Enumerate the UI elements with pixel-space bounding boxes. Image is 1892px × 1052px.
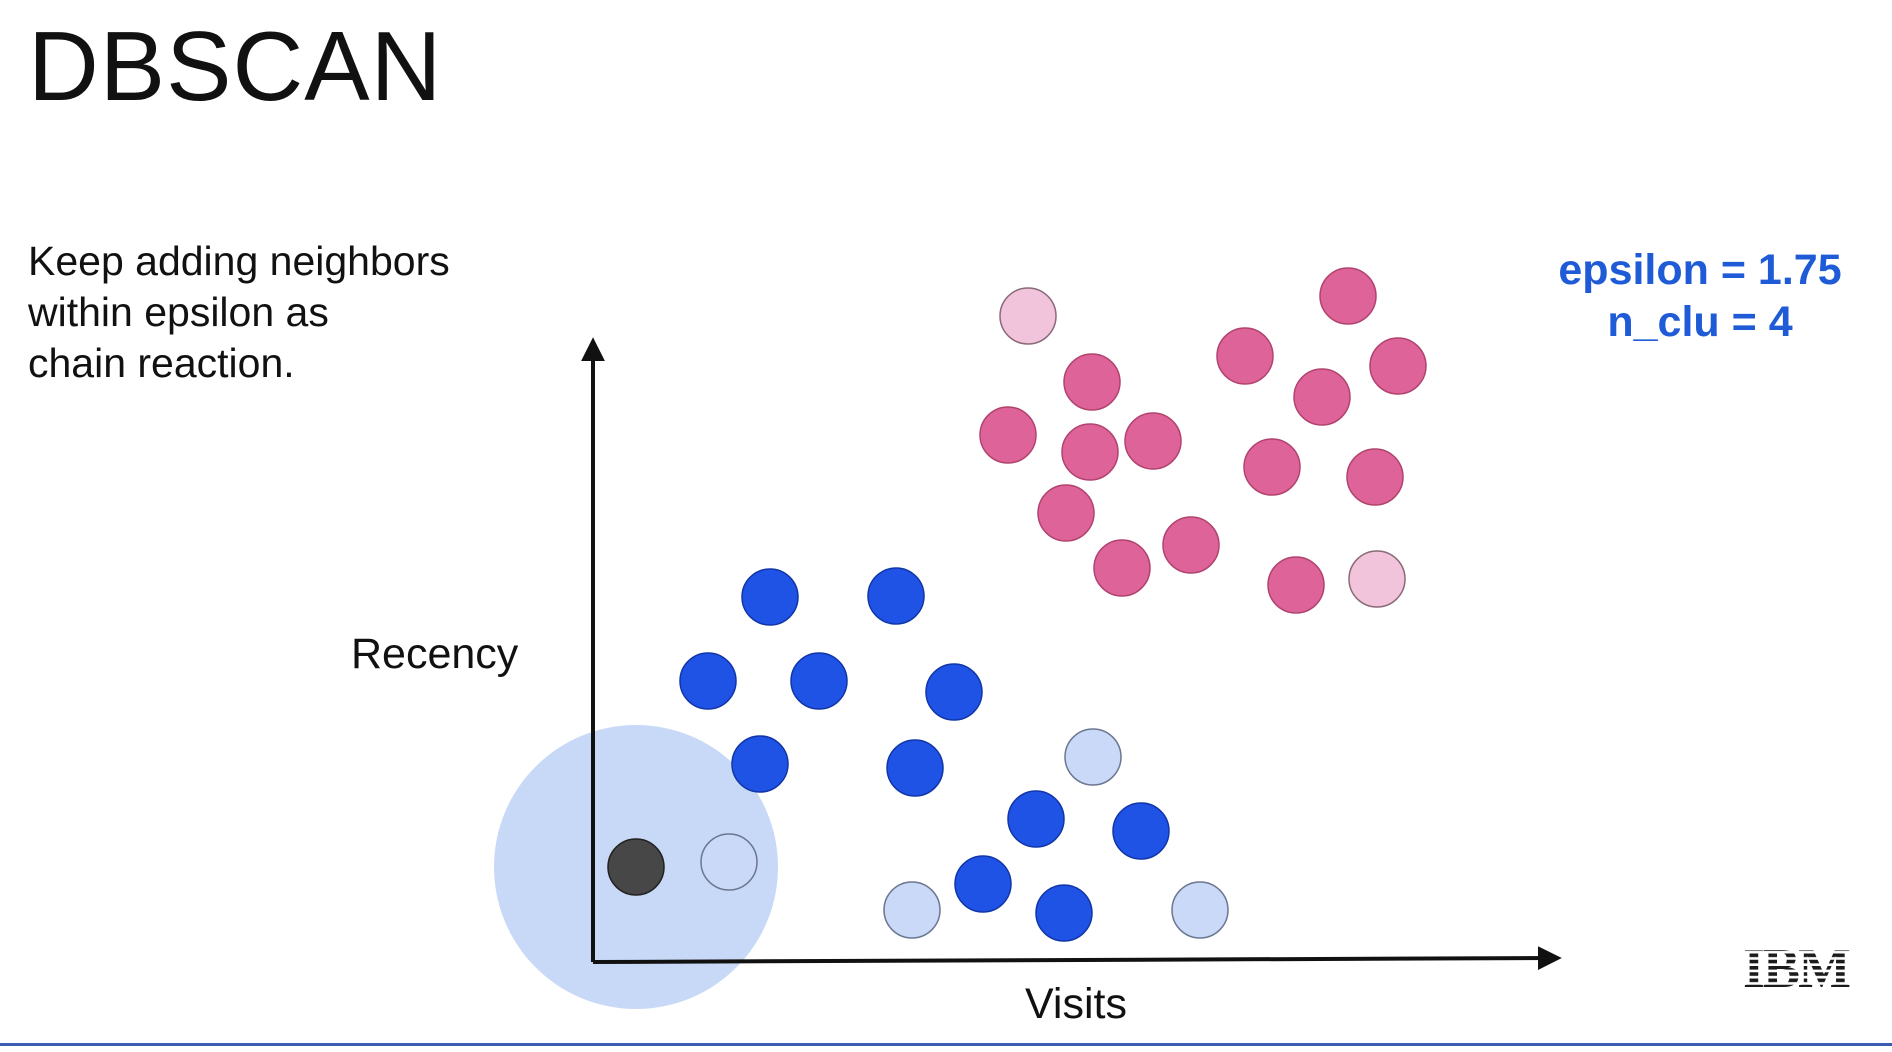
pink-light-point: [999, 287, 1057, 345]
pink-core-point: [1061, 423, 1119, 481]
pink-core-point: [979, 406, 1037, 464]
blue-core-point: [679, 652, 737, 710]
epsilon-parameter: epsilon = 1.75: [1558, 246, 1842, 294]
caption-line: within epsilon as: [28, 289, 329, 335]
parameter-box: epsilon = 1.75 n_clu = 4: [1500, 244, 1892, 348]
blue-core-point: [925, 663, 983, 721]
ibm-logo-icon: IBM: [1743, 938, 1852, 1000]
pink-core-point: [1243, 438, 1301, 496]
pink-core-point: [1216, 327, 1274, 385]
pink-core-point: [1063, 353, 1121, 411]
pink-core-point: [1267, 556, 1325, 614]
caption-line: Keep adding neighbors: [28, 238, 450, 284]
pink-core-point: [1162, 516, 1220, 574]
blue-core-point: [1007, 790, 1065, 848]
blue-core-point: [886, 739, 944, 797]
blue-core-point: [790, 652, 848, 710]
pink-core-point: [1093, 539, 1151, 597]
blue-core-point: [1035, 884, 1093, 942]
slide-title: DBSCAN: [28, 11, 443, 121]
blue-light-point: [1064, 728, 1122, 786]
pink-core-point: [1124, 412, 1182, 470]
seed-core-point: [607, 838, 665, 896]
blue-core-point: [741, 568, 799, 626]
blue-light-point: [1171, 881, 1229, 939]
pink-core-point: [1369, 337, 1427, 395]
blue-core-point: [954, 855, 1012, 913]
blue-light-point: [883, 881, 941, 939]
blue-core-point: [731, 735, 789, 793]
y-axis-label: Recency: [351, 630, 519, 678]
blue-core-point: [1112, 802, 1170, 860]
caption-text: Keep adding neighbors within epsilon as …: [28, 236, 450, 389]
ibm-logo: IBM: [1740, 938, 1852, 1000]
pink-core-point: [1319, 267, 1377, 325]
blue-core-point: [867, 567, 925, 625]
bottom-rule: [0, 1043, 1892, 1046]
x-axis-arrow: [592, 946, 1562, 971]
caption-line: chain reaction.: [28, 340, 295, 386]
ibm-logo-text: IBM: [1743, 941, 1850, 991]
pink-core-point: [1293, 368, 1351, 426]
pink-core-point: [1346, 448, 1404, 506]
blue-light-point: [700, 833, 758, 891]
pink-core-point: [1037, 484, 1095, 542]
pink-light-point: [1348, 550, 1406, 608]
x-axis-label: Visits: [1025, 980, 1127, 1028]
points-layer: [607, 267, 1427, 942]
min-cluster-parameter: n_clu = 4: [1607, 298, 1793, 346]
